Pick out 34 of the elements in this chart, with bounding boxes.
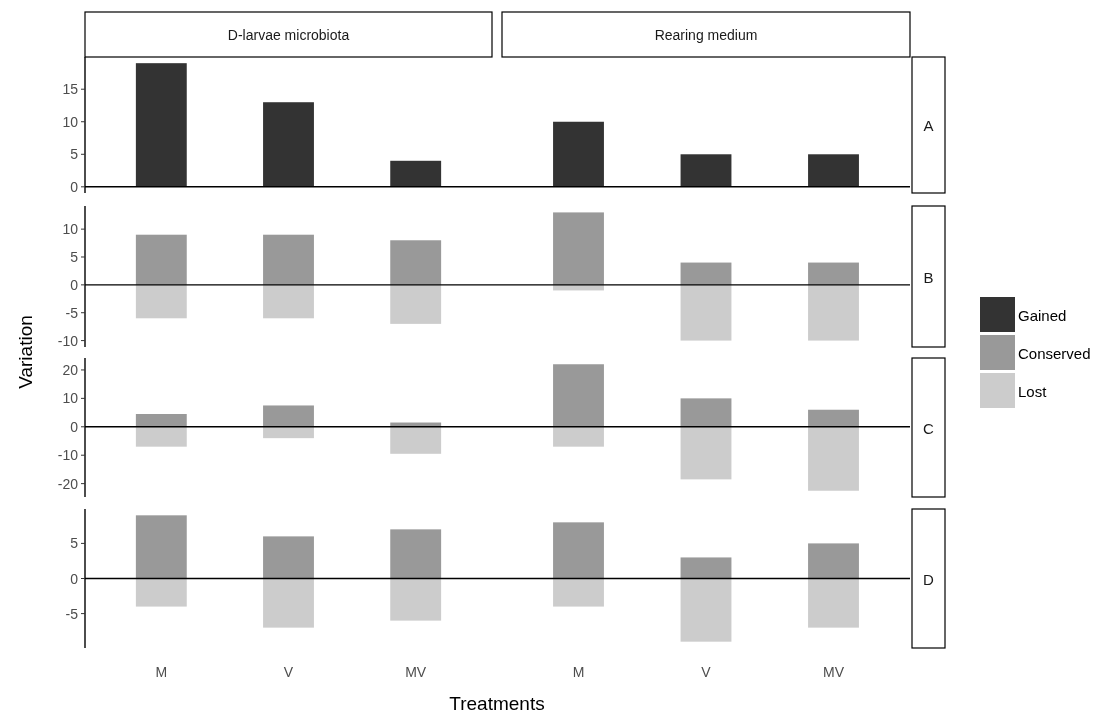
x-tick-label: M (155, 664, 168, 680)
y2-axis-title: B (923, 268, 934, 286)
legend-label: Lost (1018, 383, 1048, 400)
y2-axis-title: D (923, 570, 935, 588)
y2-axis-title: C (923, 419, 935, 437)
y-tick-label: 5 (70, 248, 79, 265)
y-tick-label: -5 (65, 304, 79, 321)
text: Rearing medium (654, 26, 758, 43)
x-tick-label: V (283, 664, 294, 680)
x-tick-label: MV (823, 664, 845, 680)
y-tick-label: 5 (70, 146, 79, 163)
y-tick-label: -20 (57, 475, 79, 492)
x-tick-label: M (572, 664, 585, 680)
text: D-larvae microbiota (227, 26, 350, 43)
x-axis-title: Treatments (449, 693, 545, 713)
y-tick-label: -5 (65, 605, 79, 622)
y-tick-label: -10 (57, 332, 79, 349)
y-tick-label: -10 (57, 447, 79, 464)
x-tick-label: MV (405, 664, 427, 680)
y-tick-label: 0 (70, 178, 79, 195)
legend-label: Conserved (1018, 345, 1091, 362)
x-tick-label: V (701, 664, 712, 680)
y-tick-label: 15 (62, 81, 79, 98)
y-axis-title: Variation (15, 315, 36, 389)
y-tick-label: 10 (62, 390, 79, 407)
y-tick-label: 0 (70, 570, 79, 587)
y-tick-label: 10 (62, 221, 79, 238)
y-tick-label: 0 (70, 276, 79, 293)
y2-axis-title: A (923, 117, 934, 134)
y-tick-label: 20 (62, 361, 79, 378)
legend-label: Gained (1018, 307, 1067, 324)
y-tick-label: 5 (70, 535, 79, 552)
y-tick-label: 10 (62, 113, 79, 130)
y-tick-label: 0 (70, 418, 79, 435)
